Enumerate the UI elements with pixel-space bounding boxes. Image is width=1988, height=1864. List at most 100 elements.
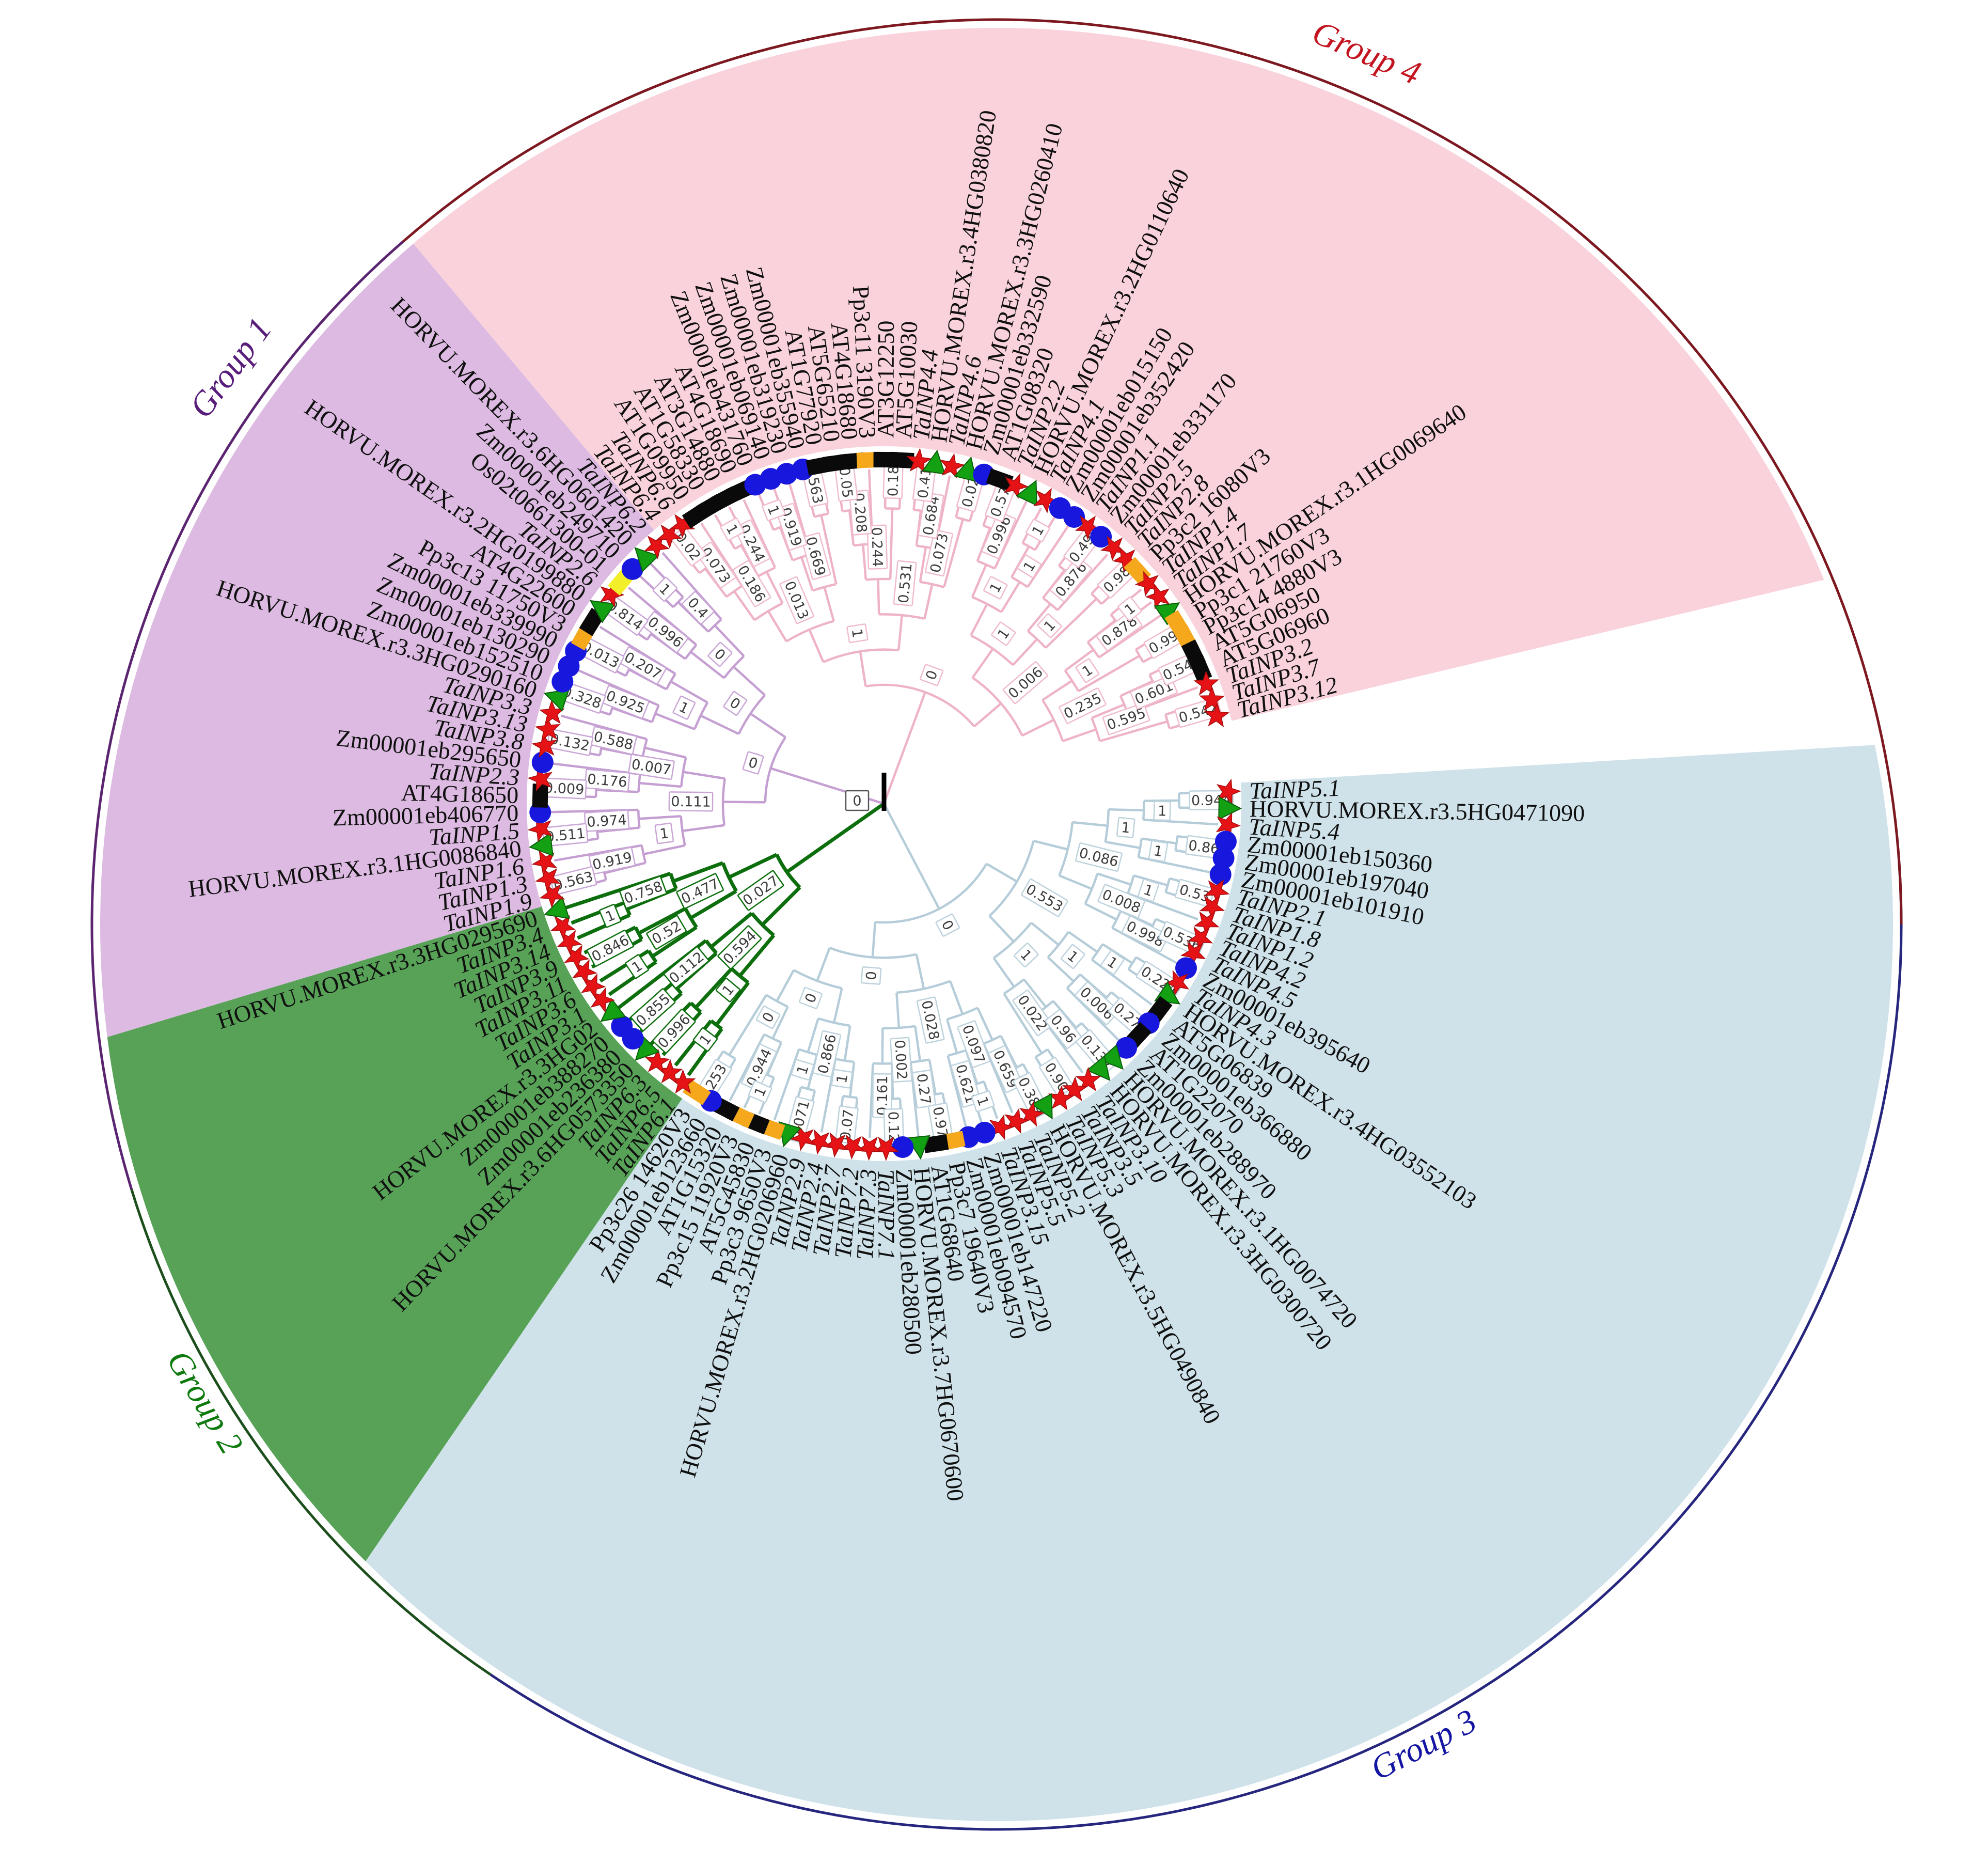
svg-text:0.176: 0.176: [587, 771, 628, 790]
support-value: 1: [598, 904, 622, 928]
blue-circle-icon: [1175, 957, 1197, 979]
support-value: 0.919: [588, 847, 636, 875]
support-value: 0.05: [834, 463, 858, 502]
svg-text:0: 0: [863, 970, 880, 980]
support-value: 1: [791, 1059, 814, 1081]
blue-circle-icon: [1063, 506, 1085, 528]
svg-text:1: 1: [659, 825, 670, 842]
support-value: 0.176: [584, 769, 630, 792]
green-triangle-icon: [589, 600, 616, 623]
svg-text:0.009: 0.009: [544, 780, 585, 798]
support-value: 0.111: [668, 791, 714, 812]
root-support-value: 0: [845, 790, 870, 811]
support-value: 1: [652, 576, 677, 602]
svg-text:0.002: 0.002: [891, 1039, 910, 1080]
green-triangle-icon: [634, 547, 659, 573]
support-value: 1: [831, 1069, 853, 1089]
support-value: 0.974: [583, 809, 630, 832]
support-value: 0.022: [1012, 989, 1053, 1037]
support-value: 0.531: [893, 560, 917, 606]
black-square-icon: [986, 468, 1014, 491]
support-value: 1: [846, 623, 869, 644]
support-value: 1: [1117, 596, 1142, 622]
group-2-ring-arc: [130, 1188, 492, 1676]
red-star-icon: [1145, 584, 1170, 610]
support-value: 0.027: [737, 870, 784, 911]
leaf-label: AT3G12250: [872, 320, 899, 438]
support-value: 0: [723, 691, 748, 716]
group-1-ring-arc: [90, 240, 404, 1189]
support-value: 0: [755, 1005, 781, 1029]
support-value: 1: [1153, 801, 1171, 821]
support-value: 0.009: [541, 777, 587, 800]
svg-text:0: 0: [853, 793, 861, 809]
blue-circle-icon: [1212, 847, 1235, 869]
svg-text:0.974: 0.974: [587, 812, 627, 831]
svg-text:0.531: 0.531: [895, 562, 915, 604]
support-value: 0.4: [681, 591, 715, 625]
blue-circle-icon: [611, 1015, 633, 1038]
support-value: 1: [715, 977, 741, 1003]
support-value: 1: [692, 1027, 718, 1052]
support-value: 1: [1014, 943, 1039, 968]
black-square-icon: [890, 451, 914, 469]
group-3-ring-arc: [490, 861, 1903, 1831]
support-value: 1: [1060, 944, 1085, 969]
green-triangle-icon: [1099, 1044, 1124, 1070]
group-4-ring-arc: [402, 18, 1903, 925]
support-value: 1: [762, 499, 786, 522]
support-value: 0.97: [927, 1102, 954, 1142]
support-value: 0.013: [779, 576, 814, 624]
green-triangle-icon: [954, 456, 977, 482]
svg-text:1: 1: [834, 1073, 851, 1085]
support-value: 0.028: [916, 996, 945, 1044]
red-star-icon: [1048, 1085, 1074, 1110]
red-star-icon: [1003, 473, 1029, 499]
support-value: 1: [971, 1090, 995, 1113]
group-1-sector: [100, 28, 654, 1191]
support-value: 1: [1037, 613, 1062, 638]
black-square-icon: [532, 784, 548, 808]
green-triangle-icon: [922, 449, 946, 475]
support-value: 0: [935, 913, 960, 937]
green-triangle-icon: [543, 688, 570, 712]
support-value: 1: [1017, 554, 1042, 578]
black-square-icon: [923, 1134, 949, 1153]
svg-text:1: 1: [1121, 820, 1131, 837]
leaf-label: TaINP5.4: [1248, 813, 1340, 845]
species-markers: [527, 448, 1242, 1162]
red-star-icon: [1204, 702, 1230, 728]
red-star-icon: [531, 850, 558, 876]
support-value: 0.235: [1059, 687, 1107, 724]
support-value: 1: [991, 621, 1016, 646]
leaf-label: TaINP7.3: [851, 1168, 881, 1260]
red-star-icon: [539, 700, 565, 725]
blue-circle-icon: [1090, 526, 1112, 548]
support-value: 0.814: [602, 594, 649, 636]
support-value: 1: [1075, 658, 1100, 683]
support-value: 0: [742, 751, 764, 775]
support-value: 0.511: [542, 823, 589, 847]
support-value: 1: [1116, 817, 1135, 838]
red-star-icon: [644, 1048, 670, 1074]
red-star-icon: [550, 915, 576, 940]
support-value: 1: [720, 517, 745, 541]
support-value: 0.27: [911, 1069, 936, 1109]
blue-circle-icon: [1115, 1037, 1138, 1059]
support-value: 0.244: [866, 524, 888, 570]
svg-text:1: 1: [1158, 803, 1167, 819]
support-value: 1: [1137, 879, 1160, 902]
group-4-sector: [100, 28, 1893, 721]
support-value: 0: [799, 986, 823, 1009]
support-value: 0.553: [1021, 878, 1068, 917]
blue-circle-icon: [892, 1136, 914, 1158]
leaf-label: Zm00001eb406770: [332, 800, 518, 831]
support-value: 0.846: [586, 929, 634, 967]
green-triangle-icon: [600, 998, 626, 1022]
outer-ring: [90, 18, 1903, 1831]
leaf-label: AT4G18650: [401, 779, 519, 808]
leaf-label: TaINP2.3: [428, 758, 520, 790]
blue-circle-icon: [1214, 831, 1237, 853]
support-value: 0: [860, 966, 882, 985]
